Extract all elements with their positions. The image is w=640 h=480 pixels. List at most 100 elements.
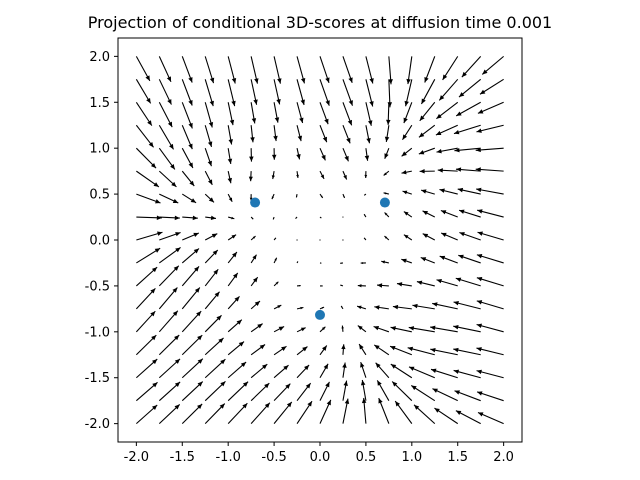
quiver-arrow xyxy=(390,363,413,379)
quiver-arrow xyxy=(296,125,303,142)
quiver-arrow xyxy=(407,346,435,356)
quiver-arrow xyxy=(181,334,203,356)
quiver-arrow xyxy=(250,276,259,287)
quiver-arrow xyxy=(158,79,172,105)
quiver-arrow xyxy=(383,170,390,176)
quiver-arrow xyxy=(227,319,243,333)
quiver-arrow xyxy=(453,369,481,379)
x-tick-label: 1.0 xyxy=(401,450,422,465)
quiver-arrow xyxy=(296,79,305,106)
quiver-arrow xyxy=(136,381,158,402)
quiver-arrow xyxy=(204,193,215,203)
quiver-arrow xyxy=(422,210,436,218)
quiver-arrow xyxy=(181,193,197,204)
quiver-arrow xyxy=(227,402,248,425)
quiver-arrow xyxy=(135,287,156,310)
quiver-arrow xyxy=(319,285,323,287)
quiver-arrow xyxy=(357,325,367,333)
quiver-arrow xyxy=(227,56,237,84)
quiver-arrow xyxy=(182,232,200,241)
quiver-arrow xyxy=(401,147,413,157)
quiver-arrow xyxy=(181,125,193,150)
quiver-arrow xyxy=(181,56,193,83)
quiver-arrow xyxy=(342,170,348,180)
quiver-arrow xyxy=(360,361,367,378)
x-tick-label: 2.0 xyxy=(493,450,514,465)
data-point xyxy=(379,197,390,208)
quiver-arrow xyxy=(419,169,435,174)
quiver-arrow xyxy=(364,171,368,179)
quiver-arrow xyxy=(296,102,304,124)
quiver-arrow xyxy=(391,381,413,402)
data-points xyxy=(250,197,390,320)
quiver-arrow xyxy=(357,284,366,288)
y-tick-label: -1.5 xyxy=(85,371,110,386)
quiver-arrow xyxy=(341,325,344,332)
quiver-arrow xyxy=(476,391,504,402)
quiver-arrow xyxy=(135,101,153,126)
quiver-arrow xyxy=(440,232,458,241)
quiver-arrow xyxy=(454,147,481,153)
x-tick-label: 0.5 xyxy=(356,450,377,465)
quiver-arrow xyxy=(273,304,282,310)
quiver-arrow xyxy=(458,254,481,264)
quiver-arrow xyxy=(227,193,233,203)
quiver-arrow xyxy=(392,304,412,310)
quiver-arrow xyxy=(296,56,306,84)
quiver-arrow xyxy=(204,403,226,425)
quiver-arrow xyxy=(319,363,329,379)
quiver-arrows xyxy=(135,55,504,425)
quiver-arrow xyxy=(273,364,289,379)
quiver-arrow xyxy=(135,358,158,379)
quiver-arrow xyxy=(453,301,481,310)
quiver-arrow xyxy=(319,170,325,180)
quiver-arrow xyxy=(273,281,279,287)
y-tick-label: 2.0 xyxy=(89,50,110,65)
quiver-arrow xyxy=(342,56,353,83)
quiver-arrow xyxy=(439,255,458,264)
quiver-arrow xyxy=(136,215,162,221)
x-tick-label: -2.0 xyxy=(124,450,149,465)
quiver-arrow xyxy=(319,216,322,219)
x-tick-label: 0.0 xyxy=(310,450,331,465)
quiver-arrow xyxy=(416,280,435,287)
quiver-arrow xyxy=(227,148,233,165)
quiver-arrow xyxy=(432,302,458,310)
quiver-arrow xyxy=(453,325,481,333)
quiver-arrow xyxy=(319,306,325,310)
quiver-arrow xyxy=(250,79,258,105)
quiver-arrow xyxy=(402,190,412,195)
quiver-arrow xyxy=(476,369,504,379)
quiver-arrow xyxy=(273,345,287,356)
quiver-arrow xyxy=(376,380,390,401)
quiver-arrow xyxy=(227,296,240,310)
quiver-arrow xyxy=(227,381,249,402)
quiver-arrow xyxy=(360,261,366,265)
quiver-arrow xyxy=(435,124,458,136)
quiver-arrow xyxy=(410,385,436,402)
quiver-arrow xyxy=(481,55,504,75)
quiver-arrow xyxy=(158,147,176,170)
quiver-arrow xyxy=(250,254,257,264)
quiver-arrow xyxy=(158,265,180,287)
quiver-arrow xyxy=(319,262,322,264)
quiver-arrow xyxy=(436,278,458,287)
quiver-arrow xyxy=(341,344,346,355)
quiver-arrow xyxy=(363,237,367,241)
quiver-arrow xyxy=(135,79,152,104)
quiver-arrow xyxy=(477,209,504,218)
quiver-arrow xyxy=(227,361,247,379)
quiver-arrow xyxy=(204,79,214,107)
quiver-arrow xyxy=(250,300,261,310)
quiver-arrow xyxy=(475,167,504,172)
quiver-arrow xyxy=(384,125,390,143)
quiver-arrow xyxy=(135,334,157,356)
quiver-arrow xyxy=(403,102,413,124)
quiver-arrow xyxy=(365,79,374,107)
quiver-arrow xyxy=(342,125,351,144)
quiver-arrow xyxy=(158,247,181,264)
quiver-arrow xyxy=(272,216,275,220)
quiver-arrow xyxy=(477,101,504,114)
quiver-arrow xyxy=(476,300,504,310)
quiver-arrow xyxy=(158,358,181,379)
